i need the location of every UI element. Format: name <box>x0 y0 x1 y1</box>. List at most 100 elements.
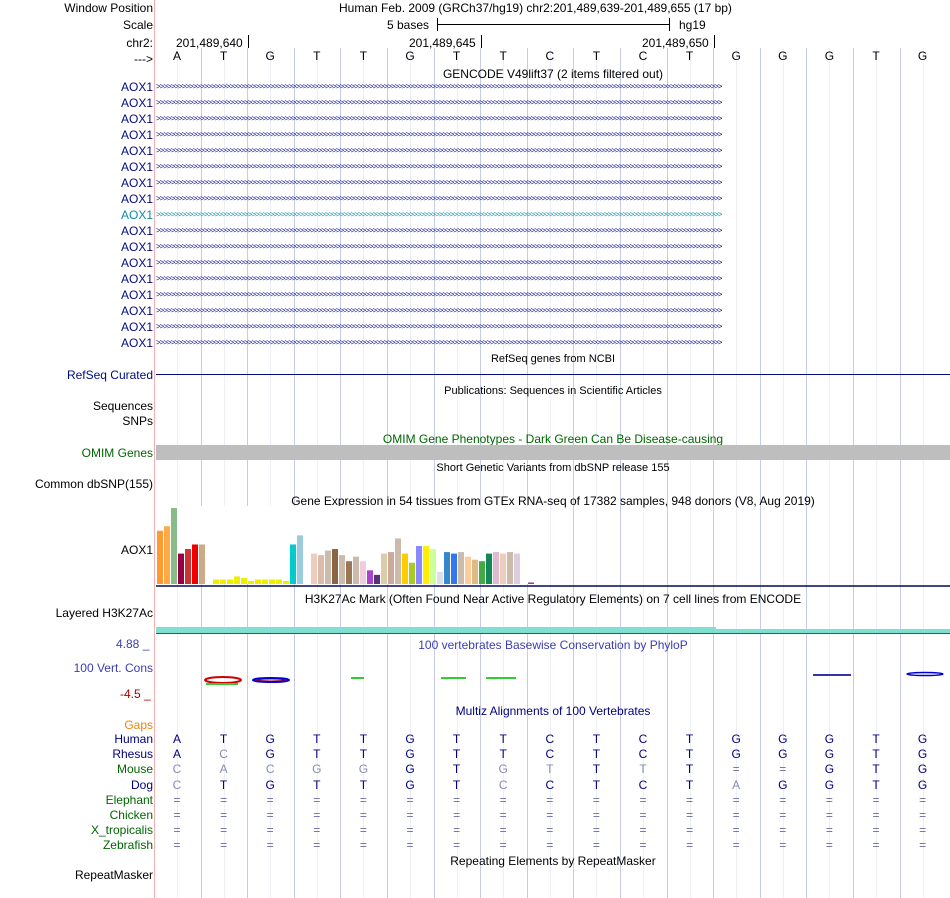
window-position-label: Window Position <box>64 1 153 15</box>
gencode-transcript-label[interactable]: AOX1 <box>120 192 153 206</box>
gencode-transcript-label[interactable]: AOX1 <box>120 320 153 334</box>
gencode-transcript-feature[interactable]: >>>>>>>>>>>>>>>>>>>>>>>>>>>>>>>>>>>>>>>>… <box>156 99 722 107</box>
phylop-track-title[interactable]: 100 vertebrates Basewise Conservation by… <box>418 638 688 652</box>
multiz-species-label[interactable]: Rhesus <box>112 747 153 762</box>
multiz-base: G <box>498 762 508 777</box>
base-letter: T <box>872 49 880 63</box>
gtex-label[interactable]: AOX1 <box>120 543 153 557</box>
multiz-species-label[interactable]: Elephant <box>105 792 153 807</box>
multiz-base: T <box>546 762 554 777</box>
scale-bar <box>437 24 669 25</box>
h3k27ac-signal-left[interactable] <box>156 627 716 633</box>
pubs-track-title[interactable]: Publications: Sequences in Scientific Ar… <box>444 385 662 397</box>
multiz-base: = <box>592 808 600 822</box>
multiz-base: G <box>405 732 415 746</box>
gtex-tissue-bar <box>206 544 212 584</box>
repeatmasker-label[interactable]: RepeatMasker <box>74 868 153 882</box>
gencode-transcript-feature[interactable]: >>>>>>>>>>>>>>>>>>>>>>>>>>>>>>>>>>>>>>>>… <box>156 147 722 155</box>
multiz-base: G <box>778 777 788 792</box>
gencode-transcript-label[interactable]: AOX1 <box>120 80 153 94</box>
multiz-base: T <box>359 747 368 762</box>
h3k27ac-signal-right[interactable] <box>716 629 950 633</box>
multiz-base: = <box>546 838 554 853</box>
gtex-tissue-bar <box>311 553 317 584</box>
multiz-species-label[interactable]: X_tropicalis <box>90 823 153 838</box>
multiz-gaps-label[interactable]: Gaps <box>124 718 153 732</box>
gencode-transcript-label[interactable]: AOX1 <box>120 176 153 190</box>
refseq-label[interactable]: RefSeq Curated <box>66 368 153 382</box>
gencode-transcript-feature[interactable]: >>>>>>>>>>>>>>>>>>>>>>>>>>>>>>>>>>>>>>>>… <box>156 115 722 123</box>
gencode-transcript-label[interactable]: AOX1 <box>120 256 153 270</box>
pubs-label-snps[interactable]: SNPs <box>122 414 153 428</box>
multiz-base: = <box>406 838 414 853</box>
gencode-transcript-label[interactable]: AOX1 <box>120 240 153 254</box>
gtex-tissue-bar <box>367 570 373 584</box>
gencode-transcript-feature[interactable]: >>>>>>>>>>>>>>>>>>>>>>>>>>>>>>>>>>>>>>>>… <box>156 307 722 315</box>
repeatmasker-track-title[interactable]: Repeating Elements by RepeatMasker <box>450 854 656 868</box>
multiz-base: = <box>499 792 507 807</box>
multiz-species-label[interactable]: Human <box>114 732 153 746</box>
gencode-transcript-label[interactable]: AOX1 <box>120 208 153 222</box>
multiz-base: = <box>406 792 414 807</box>
multiz-base: = <box>592 792 600 807</box>
multiz-base: T <box>452 747 461 762</box>
gencode-transcript-label[interactable]: AOX1 <box>120 304 153 318</box>
gencode-transcript-feature[interactable]: >>>>>>>>>>>>>>>>>>>>>>>>>>>>>>>>>>>>>>>>… <box>156 339 722 347</box>
gencode-transcript-feature[interactable]: >>>>>>>>>>>>>>>>>>>>>>>>>>>>>>>>>>>>>>>>… <box>156 259 722 267</box>
omim-gene-bar[interactable] <box>156 445 950 460</box>
multiz-base: = <box>732 838 740 853</box>
gtex-track-title[interactable]: Gene Expression in 54 tissues from GTEx … <box>291 494 815 508</box>
multiz-base: = <box>406 808 414 822</box>
h3k27ac-baseline <box>156 633 950 634</box>
multiz-base: = <box>732 823 740 838</box>
dbsnp-track-title[interactable]: Short Genetic Variants from dbSNP releas… <box>436 462 670 474</box>
gencode-transcript-feature[interactable]: >>>>>>>>>>>>>>>>>>>>>>>>>>>>>>>>>>>>>>>>… <box>156 131 722 139</box>
multiz-base: T <box>592 777 601 792</box>
gencode-transcript-feature[interactable]: >>>>>>>>>>>>>>>>>>>>>>>>>>>>>>>>>>>>>>>>… <box>156 83 722 91</box>
gencode-transcript-feature[interactable]: >>>>>>>>>>>>>>>>>>>>>>>>>>>>>>>>>>>>>>>>… <box>156 291 722 299</box>
h3k27ac-label[interactable]: Layered H3K27Ac <box>55 606 153 620</box>
gencode-transcript-label[interactable]: AOX1 <box>120 288 153 302</box>
refseq-track-title[interactable]: RefSeq genes from NCBI <box>490 353 616 365</box>
multiz-species-label[interactable]: Mouse <box>116 762 153 777</box>
omim-track-title[interactable]: OMIM Gene Phenotypes - Dark Green Can Be… <box>382 432 724 446</box>
multiz-base: C <box>172 777 182 792</box>
gencode-transcript-label[interactable]: AOX1 <box>120 272 153 286</box>
gencode-transcript-label[interactable]: AOX1 <box>120 160 153 174</box>
multiz-base: A <box>732 777 741 792</box>
multiz-base: = <box>173 808 181 822</box>
gencode-transcript-label[interactable]: AOX1 <box>120 336 153 350</box>
gencode-transcript-feature[interactable]: >>>>>>>>>>>>>>>>>>>>>>>>>>>>>>>>>>>>>>>>… <box>156 243 722 251</box>
gencode-transcript-feature[interactable]: >>>>>>>>>>>>>>>>>>>>>>>>>>>>>>>>>>>>>>>>… <box>156 195 722 203</box>
multiz-base: = <box>499 808 507 822</box>
gencode-transcript-feature[interactable]: >>>>>>>>>>>>>>>>>>>>>>>>>>>>>>>>>>>>>>>>… <box>156 163 722 171</box>
dbsnp-label[interactable]: Common dbSNP(155) <box>34 477 153 491</box>
gencode-transcript-label[interactable]: AOX1 <box>120 96 153 110</box>
gencode-transcript-feature[interactable]: >>>>>>>>>>>>>>>>>>>>>>>>>>>>>>>>>>>>>>>>… <box>156 227 722 235</box>
refseq-gene-line[interactable] <box>156 374 950 375</box>
gencode-transcript-label[interactable]: AOX1 <box>120 144 153 158</box>
phylop-signal[interactable] <box>156 668 950 690</box>
multiz-species-label[interactable]: Chicken <box>109 808 153 822</box>
gtex-tissue-bar <box>409 562 415 584</box>
gencode-transcript-feature[interactable]: >>>>>>>>>>>>>>>>>>>>>>>>>>>>>>>>>>>>>>>>… <box>156 211 722 219</box>
base-letter: G <box>824 49 835 63</box>
gencode-transcript-label[interactable]: AOX1 <box>120 112 153 126</box>
gencode-transcript-feature[interactable]: >>>>>>>>>>>>>>>>>>>>>>>>>>>>>>>>>>>>>>>>… <box>156 275 722 283</box>
multiz-base: = <box>499 838 507 853</box>
multiz-base: = <box>359 792 367 807</box>
gencode-transcript-label[interactable]: AOX1 <box>120 224 153 238</box>
gencode-transcript-feature[interactable]: >>>>>>>>>>>>>>>>>>>>>>>>>>>>>>>>>>>>>>>>… <box>156 179 722 187</box>
multiz-track-title[interactable]: Multiz Alignments of 100 Vertebrates <box>455 704 651 718</box>
phylop-label[interactable]: 100 Vert. Cons <box>73 661 153 675</box>
gencode-transcript-label[interactable]: AOX1 <box>120 128 153 142</box>
h3k27ac-track-title[interactable]: H3K27Ac Mark (Often Found Near Active Re… <box>304 592 802 606</box>
gencode-transcript-feature[interactable]: >>>>>>>>>>>>>>>>>>>>>>>>>>>>>>>>>>>>>>>>… <box>156 323 722 331</box>
multiz-base: T <box>452 732 461 746</box>
omim-label[interactable]: OMIM Genes <box>81 446 153 460</box>
gtex-bar-chart[interactable] <box>156 506 950 588</box>
gencode-track-title[interactable]: GENCODE V49lift37 (2 items filtered out) <box>442 67 664 81</box>
multiz-species-label[interactable]: Dog <box>130 777 153 792</box>
pubs-label-sequences[interactable]: Sequences <box>92 399 153 413</box>
multiz-species-label[interactable]: Zebrafish <box>102 838 153 853</box>
